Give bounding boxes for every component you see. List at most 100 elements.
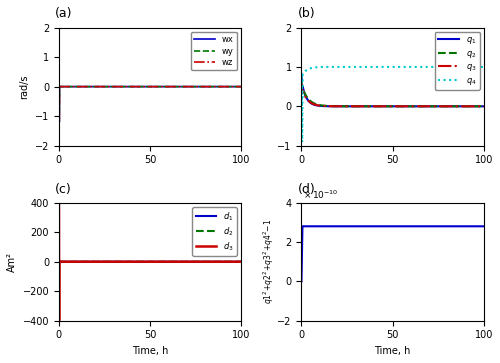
wz	[56, 85, 62, 89]
$q_3$	[298, 81, 304, 85]
$q_3$	[298, 83, 304, 88]
wz	[56, 85, 62, 89]
wz	[238, 85, 244, 89]
$q_1$	[298, 78, 304, 82]
wy	[56, 60, 62, 64]
Line: wx: wx	[59, 51, 242, 122]
Line: $q_3$: $q_3$	[302, 81, 484, 106]
wx	[56, 50, 62, 54]
Text: (a): (a)	[55, 8, 72, 20]
$q_2$	[298, 82, 304, 86]
Line: $q_4$: $q_4$	[302, 67, 484, 142]
wz	[56, 54, 62, 58]
$d_1$	[56, 260, 62, 264]
Legend: wx, wy, wz: wx, wy, wz	[191, 32, 237, 70]
$q_2$	[299, 86, 305, 90]
$d_1$	[56, 260, 62, 264]
$d_2$	[56, 260, 62, 264]
Line: $q_1$: $q_1$	[302, 74, 484, 106]
wx	[56, 120, 62, 124]
wx	[56, 93, 62, 97]
$d_3$	[56, 319, 62, 323]
wz	[56, 93, 62, 97]
$q_1$	[299, 84, 305, 89]
$q_4$	[481, 65, 487, 69]
wy	[56, 90, 62, 94]
$d_2$	[56, 260, 62, 264]
$d_3$	[56, 260, 62, 264]
$q_1$	[299, 83, 305, 87]
$q_3$	[298, 81, 304, 85]
$q_2$	[298, 78, 304, 82]
Line: $q_2$: $q_2$	[302, 80, 484, 106]
X-axis label: Time, h: Time, h	[132, 346, 168, 356]
Text: (c): (c)	[55, 183, 72, 196]
$d_1$	[56, 260, 62, 264]
$q_4$	[317, 65, 323, 69]
$q_1$	[298, 75, 304, 79]
wy	[56, 85, 62, 89]
Y-axis label: $q1^2$+$q2^2$+$q3^2$+$q4^2$$-$1: $q1^2$+$q2^2$+$q3^2$+$q4^2$$-$1	[262, 219, 276, 305]
wy	[56, 85, 62, 89]
X-axis label: Time, h: Time, h	[374, 346, 411, 356]
$q_4$	[299, 140, 305, 144]
$q_4$	[298, 75, 304, 79]
$d_1$	[56, 260, 62, 264]
$q_3$	[298, 78, 304, 83]
wz	[56, 49, 62, 53]
$d_1$	[238, 260, 244, 264]
$q_3$	[298, 84, 304, 88]
Line: $d_3$: $d_3$	[59, 203, 242, 321]
Line: wz: wz	[59, 51, 242, 122]
wy	[238, 85, 244, 89]
wz	[56, 120, 62, 124]
$q_4$	[298, 74, 304, 79]
wx	[56, 85, 62, 89]
$q_2$	[481, 104, 487, 109]
Y-axis label: Am²: Am²	[7, 252, 17, 272]
$d_1$	[56, 260, 62, 264]
$q_1$	[298, 75, 304, 79]
wx	[56, 85, 62, 89]
$q_2$	[298, 80, 304, 84]
Text: (d): (d)	[298, 183, 316, 196]
Text: $\times\,10^{-10}$: $\times\,10^{-10}$	[304, 189, 338, 201]
$d_3$	[56, 319, 62, 323]
$d_3$	[56, 200, 62, 205]
$d_2$	[56, 260, 62, 264]
wx	[56, 79, 62, 83]
$d_3$	[56, 319, 62, 323]
wx	[56, 54, 62, 58]
$q_4$	[299, 140, 305, 144]
wy	[56, 81, 62, 85]
$q_2$	[299, 85, 305, 89]
$d_2$	[56, 260, 62, 264]
Legend: $q_1$, $q_2$, $q_3$, $q_4$: $q_1$, $q_2$, $q_3$, $q_4$	[435, 32, 480, 90]
$d_1$	[56, 260, 62, 264]
Line: wy: wy	[59, 62, 242, 111]
$q_4$	[299, 105, 305, 109]
$d_3$	[56, 200, 62, 205]
$d_3$	[56, 200, 62, 205]
Legend: $d_1$, $d_2$, $d_3$: $d_1$, $d_2$, $d_3$	[192, 207, 237, 256]
wx	[238, 85, 244, 89]
wz	[56, 84, 62, 88]
$d_2$	[56, 260, 62, 264]
$d_2$	[56, 260, 62, 264]
$q_3$	[481, 104, 487, 109]
wz	[56, 50, 62, 54]
$d_2$	[56, 260, 62, 264]
$q_3$	[299, 89, 305, 93]
$q_1$	[298, 72, 304, 77]
$d_1$	[56, 260, 62, 264]
wy	[56, 109, 62, 114]
$q_2$	[298, 82, 304, 86]
wx	[56, 49, 62, 53]
$q_4$	[298, 74, 304, 79]
$q_1$	[298, 79, 304, 83]
wy	[56, 84, 62, 88]
wz	[56, 79, 62, 83]
$q_2$	[298, 80, 304, 84]
wy	[56, 63, 62, 68]
Text: (b): (b)	[298, 8, 316, 20]
